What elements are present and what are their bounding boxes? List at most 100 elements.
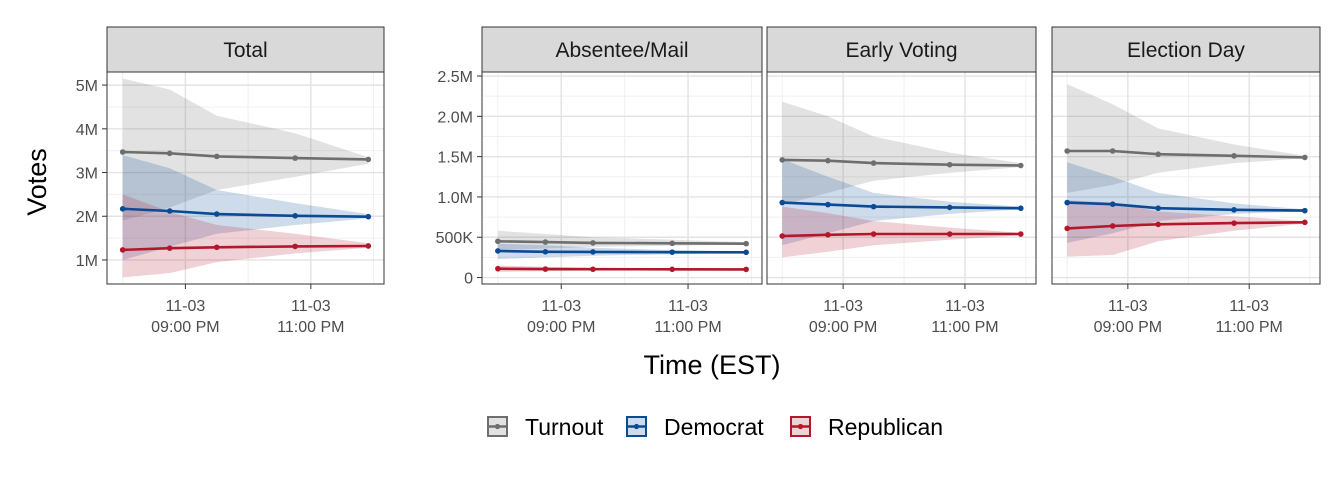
point-democrat-total	[365, 213, 372, 220]
panel-absentee-mail: Absentee/Mail 0 500K 1.0M 1.5M 2.0M 2.5M 11-03 0…	[436, 26, 763, 336]
ribbon-republican-election-day	[1067, 200, 1305, 257]
point-democrat-election-day	[1155, 205, 1161, 212]
strip-election-day	[1051, 26, 1321, 73]
point-democrat-election-day	[1109, 201, 1116, 207]
strip-label-election-day: Election Day	[1127, 39, 1245, 62]
point-republican-absentee-mail	[495, 265, 501, 272]
legend-label-turnout: Turnout	[525, 414, 604, 440]
strip-label-absentee-mail: Absentee/Mail	[555, 39, 688, 62]
point-democrat-total	[292, 213, 298, 219]
point-democrat-absentee-mail	[743, 249, 749, 256]
point-democrat-election-day	[1064, 199, 1070, 206]
legend-item-turnout: Turnout	[487, 414, 604, 440]
x-tick-label: 11-03 09:00 PM	[151, 298, 219, 336]
point-democrat-early-voting	[870, 203, 877, 210]
x-tick-label: 11-03 11:00 PM	[931, 298, 998, 336]
point-democrat-total	[213, 211, 220, 217]
x-tick-label: 11-03 09:00 PM	[527, 298, 595, 336]
point-republican-total	[119, 247, 126, 253]
point-republican-election-day	[1109, 223, 1116, 229]
point-republican-election-day	[1302, 219, 1308, 226]
point-democrat-election-day	[1231, 207, 1237, 213]
strip-absentee-mail	[481, 26, 763, 73]
point-republican-early-voting	[825, 232, 831, 238]
strip-label-total: Total	[223, 39, 267, 62]
point-democrat-early-voting	[946, 204, 953, 211]
point-republican-total	[365, 243, 372, 249]
line-democrat-absentee-mail	[497, 249, 747, 254]
x-axis-title: Time (EST)	[644, 350, 781, 380]
point-republican-early-voting	[779, 233, 786, 239]
point-democrat-early-voting	[1017, 205, 1024, 212]
point-turnout-total	[365, 156, 372, 163]
point-democrat-absentee-mail	[542, 248, 549, 255]
point-democrat-absentee-mail	[495, 248, 501, 254]
y-tick-label: 1.5M	[437, 150, 473, 167]
y-tick-label: 5M	[76, 78, 98, 95]
point-republican-election-day	[1064, 225, 1070, 232]
point-democrat-early-voting	[779, 199, 786, 206]
point-republican-early-voting	[946, 231, 953, 237]
ribbon-democrat-early-voting	[782, 159, 1021, 246]
strip-total	[106, 26, 385, 73]
point-republican-election-day	[1231, 220, 1237, 226]
point-republican-total	[166, 245, 173, 251]
ribbon-republican-early-voting	[782, 206, 1021, 258]
point-democrat-absentee-mail	[590, 249, 596, 255]
ribbon-turnout-early-voting	[782, 101, 1021, 205]
plot-bg-early-voting	[767, 72, 1036, 284]
point-turnout-early-voting	[1017, 162, 1024, 169]
point-democrat-total	[119, 206, 126, 212]
point-republican-early-voting	[870, 231, 877, 237]
panels-layer: Total 1M 2M 3M 4M 5M 11-03 09:00 PM 11-03 11:00 P…	[76, 26, 1321, 336]
legend-key-point-democrat	[633, 423, 640, 430]
x-tick-label: 11-03 11:00 PM	[277, 298, 344, 336]
line-republican-absentee-mail	[497, 267, 747, 271]
ribbon-democrat-election-day	[1067, 162, 1305, 243]
point-turnout-absentee-mail	[669, 240, 675, 247]
point-republican-early-voting	[1017, 231, 1024, 237]
point-turnout-election-day	[1231, 153, 1237, 159]
y-tick-label: 2.0M	[437, 109, 473, 126]
point-republican-absentee-mail	[542, 266, 549, 272]
point-turnout-total	[166, 150, 173, 157]
point-turnout-early-voting	[825, 157, 831, 164]
point-turnout-absentee-mail	[542, 239, 549, 245]
point-republican-absentee-mail	[669, 266, 675, 273]
point-turnout-total	[119, 149, 126, 155]
x-tick-label: 11-03 09:00 PM	[1094, 298, 1162, 336]
strip-label-early-voting: Early Voting	[845, 39, 957, 62]
point-democrat-election-day	[1302, 207, 1308, 214]
y-tick-label: 2.5M	[437, 69, 473, 86]
point-democrat-early-voting	[825, 201, 831, 208]
point-turnout-election-day	[1302, 154, 1308, 161]
point-turnout-total	[213, 153, 220, 160]
y-tick-label: 500K	[436, 230, 474, 247]
panel-early-voting: Early Voting 11-03 09:00 PM 11-03 11:00 PM	[766, 26, 1037, 336]
y-tick-label: 4M	[76, 122, 98, 139]
panel-border-election-day	[1051, 71, 1321, 285]
ribbon-turnout-election-day	[1067, 84, 1305, 193]
x-tick-label: 11-03 09:00 PM	[809, 298, 877, 336]
point-turnout-absentee-mail	[743, 240, 749, 247]
ribbon-turnout-total	[122, 78, 369, 221]
legend-label-democrat: Democrat	[664, 414, 764, 440]
plot-bg-election-day	[1052, 72, 1320, 284]
ribbon-republican-total	[122, 194, 369, 278]
point-republican-total	[213, 244, 220, 251]
legend-key-point-republican	[797, 423, 804, 430]
panel-border-total	[106, 71, 385, 285]
point-democrat-total	[166, 208, 173, 214]
point-turnout-total	[292, 155, 298, 161]
panel-total: Total 1M 2M 3M 4M 5M 11-03 09:00 PM 11-03 11:00 P…	[76, 26, 385, 336]
y-tick-label: 3M	[76, 166, 98, 183]
panel-border-early-voting	[766, 71, 1037, 285]
point-turnout-absentee-mail	[590, 240, 596, 246]
panel-border-absentee-mail	[481, 71, 763, 285]
point-republican-absentee-mail	[743, 266, 749, 273]
ribbon-democrat-total	[122, 155, 369, 260]
point-turnout-early-voting	[946, 161, 953, 168]
legend-item-republican: Republican	[790, 414, 943, 440]
legend: Turnout Democrat Republican	[487, 414, 943, 440]
y-tick-label: 0	[464, 271, 473, 288]
